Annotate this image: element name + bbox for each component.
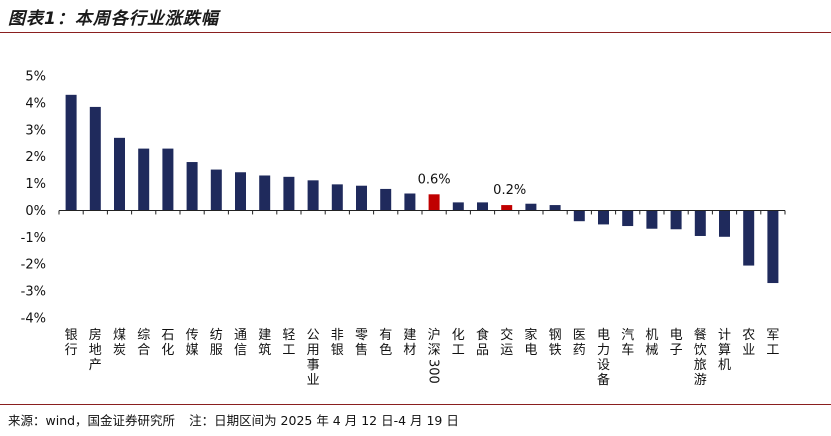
x-tick-label: 纺服: [210, 328, 223, 358]
x-tick-label: 医药: [573, 328, 586, 358]
bar-9: [259, 175, 271, 211]
y-tick-label: -1%: [21, 231, 46, 246]
page-title: 图表1：本周各行业涨跌幅: [8, 9, 219, 29]
bar-20: [525, 203, 537, 211]
x-tick-label: 传媒: [186, 328, 199, 358]
y-tick-label: -3%: [21, 285, 46, 300]
x-tick-label: 家电: [524, 327, 537, 358]
bar-19: [501, 205, 513, 211]
bar-10: [283, 176, 295, 211]
bar-chart: 5% 4% 3% 2% 1% 0% -1% -2% -3% -4% 银行房地产煤炭综合石化传媒纺服…: [21, 70, 786, 388]
x-tick-label: 电力设备: [597, 328, 610, 388]
y-tick-label: 3%: [25, 123, 46, 138]
y-tick-label: -2%: [21, 258, 46, 273]
bar-29: [743, 210, 755, 266]
x-tick-label: 汽车: [621, 328, 634, 358]
footer: 来源：wind，国金证券研究所 注：日期区间为 2025 年 4 月 12 日-4…: [8, 410, 473, 429]
x-tick-label: 银行: [65, 328, 78, 358]
bar-30: [767, 210, 779, 284]
y-tick-label: 4%: [25, 96, 46, 111]
data-labels: 0.6% 0.2%: [418, 172, 527, 198]
x-tick-label: 建筑: [258, 328, 271, 358]
x-tick-label: 电子: [670, 328, 683, 358]
bar-7: [210, 169, 222, 211]
bars-group: [58, 94, 786, 284]
bar-28: [719, 210, 730, 237]
bar-17: [452, 202, 464, 211]
data-label: 0.2%: [493, 183, 526, 198]
x-tick-label: 钢铁: [549, 328, 562, 358]
bar-4: [138, 148, 150, 211]
y-tick-label: 5%: [25, 70, 46, 85]
x-tick-label: 综合: [137, 328, 150, 358]
x-tick-label: 食品: [476, 327, 489, 358]
bar-5: [162, 148, 174, 211]
bar-3: [114, 137, 125, 211]
x-tick-label: 建材: [403, 328, 416, 358]
y-tick-label: 2%: [25, 150, 46, 165]
x-tick-label: 非银: [331, 328, 344, 358]
x-tick-label: 沪深: [428, 327, 441, 358]
bar-6: [186, 162, 198, 211]
bar-15: [404, 193, 416, 211]
data-label: 0.6%: [418, 172, 451, 187]
bar-22: [573, 210, 585, 222]
x-tick-label: 轻工: [282, 328, 295, 358]
bar-2: [89, 106, 101, 211]
x-tick-label: 石化: [161, 328, 174, 358]
x-tick-label: 房地产: [89, 327, 102, 373]
bar-24: [622, 210, 634, 227]
bar-16: [428, 194, 440, 211]
x-tick-label: 零售: [355, 328, 368, 358]
bar-13: [356, 185, 367, 211]
bar-8: [235, 172, 246, 211]
x-tick-label: 军工: [766, 328, 779, 358]
bar-12: [331, 184, 343, 211]
bar-26: [670, 210, 682, 230]
x-tick-label-digits: 300: [426, 359, 441, 384]
x-tick-label: 化工: [452, 328, 465, 358]
title-divider: [0, 32, 831, 33]
y-tick-label: 1%: [25, 177, 46, 192]
bar-11: [307, 180, 319, 211]
y-axis: 5% 4% 3% 2% 1% 0% -1% -2% -3% -4%: [21, 70, 46, 327]
bar-1: [65, 94, 77, 211]
bar-23: [598, 210, 609, 225]
footer-divider: [0, 404, 831, 405]
bar-18: [477, 202, 488, 211]
x-tick-label: 有色: [379, 328, 392, 358]
bar-27: [694, 210, 706, 236]
note-text: 注：日期区间为 2025 年 4 月 12 日-4 月 19 日: [189, 413, 459, 428]
bar-14: [380, 188, 392, 211]
x-tick-label: 餐饮旅游: [694, 327, 707, 388]
y-tick-label: -4%: [21, 312, 46, 327]
x-tick-label: 公用事业: [307, 328, 320, 388]
x-tick-label: 机械: [645, 328, 658, 358]
x-tick-label: 煤炭: [113, 328, 126, 358]
x-tick-label: 通信: [234, 328, 247, 358]
bar-25: [646, 210, 658, 229]
x-tick-label: 计算机: [718, 328, 731, 373]
x-tick-label: 交运: [500, 327, 513, 358]
y-tick-label: 0%: [25, 204, 46, 219]
bar-21: [549, 205, 561, 211]
x-tick-label: 农业: [742, 328, 755, 358]
source-text: 来源：wind，国金证券研究所: [8, 413, 176, 428]
